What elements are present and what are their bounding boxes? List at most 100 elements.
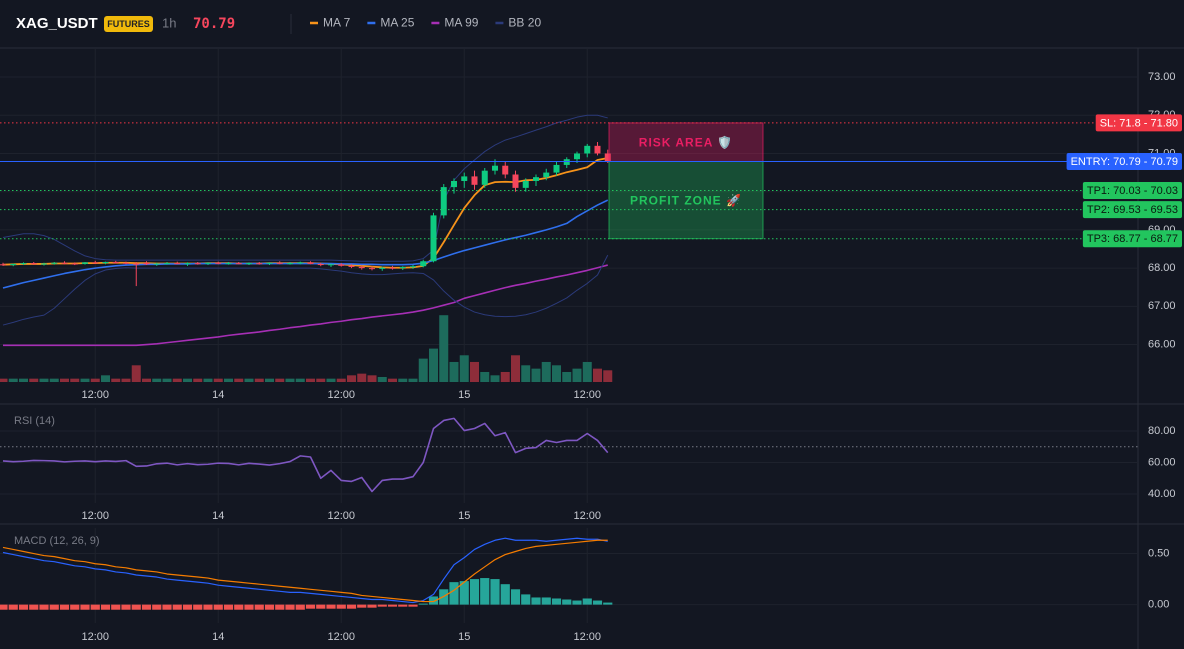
- candle-body: [287, 263, 293, 265]
- candle-body: [112, 262, 119, 264]
- histogram-bar: [223, 604, 234, 610]
- candle-body: [164, 263, 170, 265]
- candle-body: [594, 145, 601, 154]
- volume-bar: [326, 378, 336, 382]
- candle-body: [420, 261, 427, 267]
- candle-body: [225, 263, 232, 265]
- volume-bar: [572, 368, 582, 382]
- level-label: TP1: 70.03 - 70.03: [1087, 185, 1178, 197]
- volume-bar: [582, 361, 592, 382]
- volume-bar: [418, 358, 428, 382]
- level-label: SL: 71.8 - 71.80: [1100, 117, 1178, 129]
- volume-bar: [500, 371, 510, 382]
- volume-bar: [254, 378, 264, 382]
- histogram-bar: [418, 603, 428, 605]
- candle-body: [389, 267, 396, 269]
- volume-bar: [70, 378, 80, 382]
- volume-bar: [90, 378, 100, 382]
- volume-bar: [142, 378, 151, 382]
- volume-bar: [367, 375, 377, 382]
- candle-body: [522, 180, 529, 188]
- volume-bar: [234, 378, 244, 382]
- histogram-bar: [234, 604, 244, 610]
- histogram-bar: [562, 599, 572, 605]
- histogram-bar: [357, 604, 367, 608]
- histogram-bar: [551, 598, 562, 605]
- zone-label: RISK AREA 🛡️: [639, 135, 733, 149]
- y-tick-label: 40.00: [1148, 488, 1176, 500]
- volume-bar: [347, 375, 356, 382]
- volume-bar: [19, 378, 28, 382]
- histogram-bar: [39, 604, 49, 610]
- volume-bar: [541, 361, 551, 382]
- histogram-bar: [387, 604, 398, 607]
- volume-bar: [203, 378, 213, 382]
- histogram-bar: [459, 581, 469, 605]
- histogram-bar: [316, 604, 326, 609]
- x-tick-label: 14: [212, 510, 224, 522]
- candle-body: [123, 262, 129, 264]
- histogram-bar: [428, 596, 439, 605]
- candle-body: [194, 263, 201, 265]
- candle-body: [348, 265, 355, 267]
- volume-bar: [603, 370, 613, 382]
- candle-body: [461, 176, 468, 181]
- candle-body: [133, 263, 140, 265]
- level-label: ENTRY: 70.79 - 70.79: [1071, 156, 1178, 168]
- histogram-bar: [572, 600, 582, 605]
- volume-bar: [295, 378, 305, 382]
- legend-label: MA 7: [323, 16, 351, 30]
- histogram-bar: [336, 604, 346, 609]
- histogram-bar: [469, 579, 480, 605]
- volume-bar: [521, 365, 531, 382]
- volume-bar: [562, 371, 572, 382]
- histogram-bar: [18, 604, 29, 610]
- candle-body: [543, 172, 550, 178]
- x-tick-label: 12:00: [573, 631, 601, 643]
- level-label: TP3: 68.77 - 68.77: [1087, 233, 1178, 245]
- volume-bar: [244, 378, 254, 382]
- candle-body: [358, 266, 365, 269]
- candle-body: [502, 165, 509, 175]
- legend-label: BB 20: [508, 16, 541, 30]
- volume-bar: [162, 378, 172, 382]
- level-label-background: [1082, 182, 1182, 200]
- histogram-bar: [264, 604, 275, 610]
- candle-body: [307, 262, 314, 264]
- x-tick-label: 12:00: [573, 389, 601, 401]
- x-tick-label: 12:00: [327, 389, 355, 401]
- histogram-bar: [603, 602, 613, 605]
- candle-body: [451, 180, 457, 188]
- volume-bar: [408, 378, 418, 382]
- volume-bar: [121, 378, 131, 382]
- volume-bar: [29, 378, 39, 382]
- histogram-bar: [449, 582, 459, 605]
- volume-bar: [459, 355, 469, 382]
- candle-body: [30, 263, 37, 265]
- symbol: XAG_USDT: [16, 15, 98, 32]
- volume-bar: [131, 365, 141, 382]
- histogram-bar: [541, 597, 551, 605]
- volume-bar: [480, 371, 490, 382]
- volume-bar: [152, 378, 162, 382]
- candle-body: [215, 262, 222, 264]
- histogram-bar: [0, 604, 8, 610]
- legend-label: MA 99: [444, 16, 478, 30]
- candle-body: [174, 263, 181, 265]
- candle-body: [20, 263, 27, 265]
- volume-bar: [336, 378, 346, 382]
- volume-bar: [60, 378, 69, 382]
- candle-body: [563, 159, 570, 165]
- volume-bar: [0, 378, 8, 382]
- volume-bar: [593, 368, 602, 382]
- histogram-bar: [500, 584, 510, 605]
- y-tick-label: 67.00: [1148, 300, 1176, 312]
- candle-body: [102, 262, 109, 264]
- histogram-bar: [141, 604, 152, 610]
- macd-line: [2, 537, 608, 604]
- histogram-bar: [182, 604, 193, 610]
- plot-area: 66.0067.0068.0069.0070.0071.0072.0073.00…: [0, 48, 1182, 643]
- histogram-bar: [162, 604, 172, 610]
- volume-bar: [265, 378, 274, 382]
